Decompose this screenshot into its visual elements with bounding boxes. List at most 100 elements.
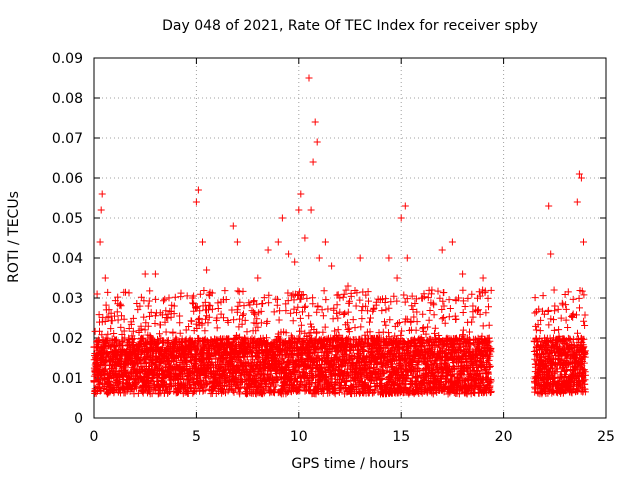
- data-point: [278, 214, 286, 222]
- data-point: [537, 342, 544, 350]
- x-tick-label: 5: [192, 429, 201, 445]
- data-point: [285, 250, 293, 258]
- y-tick-label: 0.07: [52, 131, 83, 147]
- y-tick-label: 0.01: [52, 371, 83, 387]
- x-tick-label: 0: [90, 429, 99, 445]
- data-point: [397, 214, 405, 222]
- data-point: [438, 246, 446, 254]
- data-point: [233, 238, 241, 246]
- data-point: [192, 198, 200, 206]
- data-point: [403, 254, 411, 262]
- data-point: [545, 202, 553, 210]
- data-point: [240, 310, 247, 318]
- data-point: [455, 294, 462, 302]
- data-point: [311, 118, 319, 126]
- data-point: [569, 310, 577, 318]
- plot-frame: [93, 57, 607, 419]
- data-point: [573, 198, 581, 206]
- y-tick-label: 0.09: [52, 51, 83, 67]
- y-tick-label: 0.02: [52, 331, 83, 347]
- data-point: [264, 246, 272, 254]
- data-point: [377, 342, 385, 350]
- data-point: [418, 294, 426, 302]
- chart-title: Day 048 of 2021, Rate Of TEC Index for r…: [162, 18, 538, 34]
- data-point: [428, 286, 436, 294]
- data-point: [164, 314, 172, 322]
- data-point: [194, 186, 202, 194]
- data-point: [532, 326, 540, 334]
- data-point: [203, 266, 211, 274]
- x-tick-label: 15: [392, 429, 410, 445]
- data-point: [217, 298, 225, 306]
- y-tick-label: 0.08: [52, 91, 83, 107]
- data-point: [336, 294, 344, 302]
- data-point: [315, 254, 323, 262]
- data-point: [459, 270, 467, 278]
- data-point: [98, 190, 106, 198]
- data-point: [305, 74, 313, 82]
- data-point: [547, 250, 555, 258]
- data-point: [121, 334, 129, 342]
- data-point: [205, 358, 213, 366]
- data-point: [295, 206, 303, 214]
- data-point-cloud: [90, 286, 589, 398]
- data-point: [561, 350, 569, 358]
- data-point: [469, 302, 477, 310]
- data-point: [97, 206, 105, 214]
- data-point: [254, 274, 262, 282]
- data-point: [151, 270, 159, 278]
- data-point: [246, 342, 254, 350]
- data-point: [551, 302, 559, 310]
- data-point: [144, 302, 152, 310]
- data-point: [313, 138, 321, 146]
- data-point: [407, 326, 415, 334]
- data-point: [274, 238, 282, 246]
- data-point: [479, 274, 487, 282]
- data-point: [199, 238, 206, 246]
- data-point: [291, 258, 299, 266]
- x-axis-label: GPS time / hours: [291, 456, 409, 472]
- y-axis-label: ROTI / TECUs: [6, 191, 22, 283]
- data-point: [393, 274, 401, 282]
- data-point: [102, 354, 110, 362]
- data-point: [93, 290, 101, 298]
- data-point: [297, 190, 305, 198]
- x-tick-label: 10: [290, 429, 308, 445]
- data-point: [172, 334, 180, 342]
- y-tick-label: 0.05: [52, 211, 83, 227]
- data-point: [401, 202, 409, 210]
- data-point: [307, 206, 315, 214]
- data-point: [541, 334, 549, 342]
- data-point: [213, 314, 221, 322]
- data-point: [182, 326, 190, 334]
- data-point: [141, 270, 149, 278]
- data-point: [223, 342, 231, 350]
- data-point: [385, 254, 393, 262]
- data-point: [101, 274, 109, 282]
- data-point: [580, 238, 587, 246]
- data-point: [344, 282, 352, 290]
- y-tick-label: 0: [74, 411, 83, 427]
- data-point: [575, 170, 583, 178]
- data-point: [188, 294, 196, 302]
- data-point: [448, 238, 456, 246]
- data-point: [485, 334, 493, 342]
- data-point: [356, 254, 364, 262]
- data-point: [91, 366, 99, 374]
- data-point: [367, 314, 374, 322]
- data-point: [96, 238, 104, 246]
- y-tick-label: 0.03: [52, 291, 83, 307]
- data-point: [111, 342, 118, 350]
- data-point: [321, 238, 329, 246]
- x-tick-label: 25: [597, 429, 615, 445]
- data-point: [309, 158, 317, 166]
- data-point: [577, 174, 585, 182]
- y-tick-label: 0.04: [52, 251, 83, 267]
- data-point: [352, 302, 360, 310]
- x-tick-label: 20: [495, 429, 513, 445]
- data-point: [131, 358, 139, 366]
- data-point: [328, 262, 336, 270]
- y-tick-label: 0.06: [52, 171, 83, 187]
